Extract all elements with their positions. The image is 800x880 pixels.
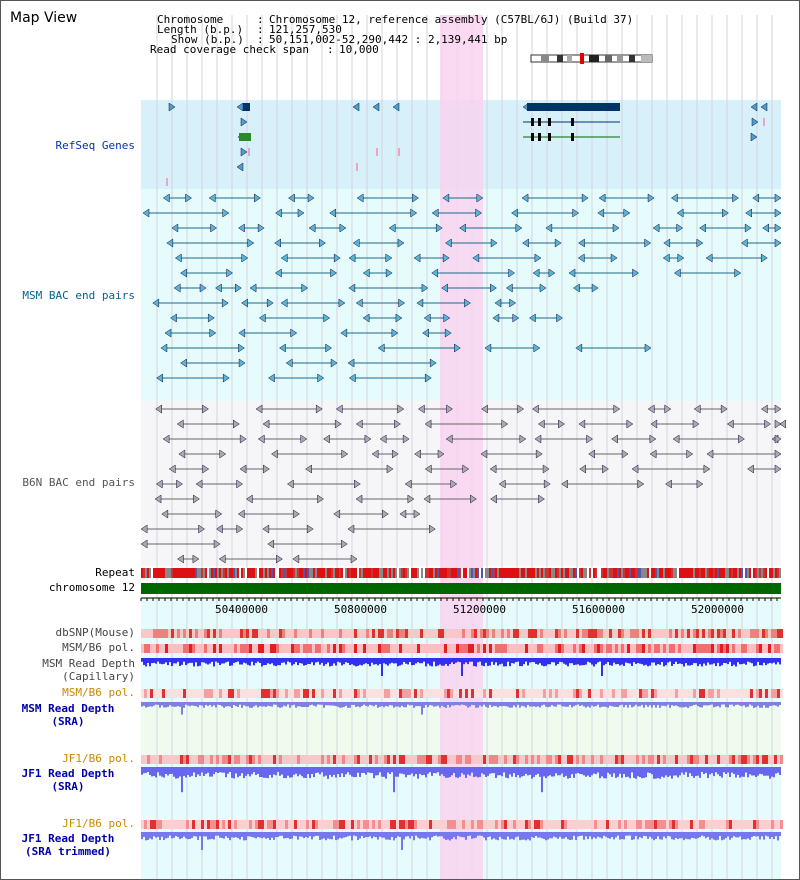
jf1-read-depth-sra-sub: (SRA)	[51, 780, 85, 793]
msm-read-depth-capillary-sub: (Capillary)	[62, 670, 135, 683]
msm-b6-pol-label-1[interactable]: MSM/B6 pol.	[62, 641, 135, 654]
axis-tick-label: 50800000	[334, 603, 387, 616]
page-title: Map View	[10, 10, 78, 26]
b6n-bac-glyphs	[140, 404, 786, 564]
jf1-read-depth-sra-label[interactable]: JF1 Read Depth	[21, 767, 115, 780]
header-length-sep: :	[257, 23, 264, 36]
msm-read-depth-sra-sub: (SRA)	[51, 715, 85, 728]
repeat-label[interactable]: Repeat	[95, 566, 135, 579]
header-span-key: Read coverage check span	[150, 43, 309, 56]
header-span-value: 10,000	[339, 43, 379, 56]
vertical-grid	[156, 15, 773, 879]
repeat-track	[141, 568, 781, 578]
axis-tick-label: 51200000	[453, 603, 506, 616]
chromosome-bar	[141, 583, 781, 594]
position-axis	[140, 597, 781, 601]
jf1-read-depth-trimmed-label[interactable]: JF1 Read Depth	[21, 832, 115, 845]
header-chromosome-key: Chromosome	[157, 13, 224, 26]
msm-read-depth-capillary-label[interactable]: MSM Read Depth	[42, 657, 135, 670]
header-span-sep: :	[327, 43, 334, 56]
header-length-key: Length (b.p.)	[157, 23, 244, 36]
header-show-key: Show (b.p.)	[171, 33, 244, 46]
axis-tick-label: 50400000	[215, 603, 268, 616]
jf1-read-depth-trimmed-sub: (SRA trimmed)	[24, 845, 112, 858]
highlight-region	[440, 15, 483, 879]
dbsnp-label[interactable]: dbSNP(Mouse)	[55, 626, 135, 639]
read-depth-bars	[141, 658, 781, 850]
msm-read-depth-sra-label[interactable]: MSM Read Depth	[21, 702, 115, 715]
msm-bac-label[interactable]: MSM BAC end pairs	[22, 289, 135, 302]
jf1-b6-pol-label-2[interactable]: JF1/B6 pol.	[62, 817, 135, 830]
header-show-value: 50,151,002-52,290,442 : 2,139,441 bp	[269, 33, 508, 46]
jf1-b6-pol-label-1[interactable]: JF1/B6 pol.	[62, 752, 135, 765]
refseq-genes-label[interactable]: RefSeq Genes	[55, 139, 135, 152]
refseq-genes-glyphs	[166, 102, 768, 186]
header-show-sep: :	[257, 33, 264, 46]
header-length-value: 121,257,530	[269, 23, 342, 36]
header-chromosome-value: Chromosome 12, reference assembly (C57BL…	[269, 13, 634, 26]
axis-tick-label: 51600000	[572, 603, 625, 616]
chromosome-ideogram	[530, 53, 653, 64]
b6n-bac-label[interactable]: B6N BAC end pairs	[22, 476, 135, 489]
heat-strips	[141, 629, 783, 829]
msm-b6-pol-label-2[interactable]: MSM/B6 pol.	[62, 686, 135, 699]
chromosome-label: chromosome 12	[48, 581, 135, 594]
msm-bac-glyphs	[142, 193, 782, 383]
axis-tick-label: 52000000	[691, 603, 744, 616]
header-chromosome-sep: :	[257, 13, 264, 26]
